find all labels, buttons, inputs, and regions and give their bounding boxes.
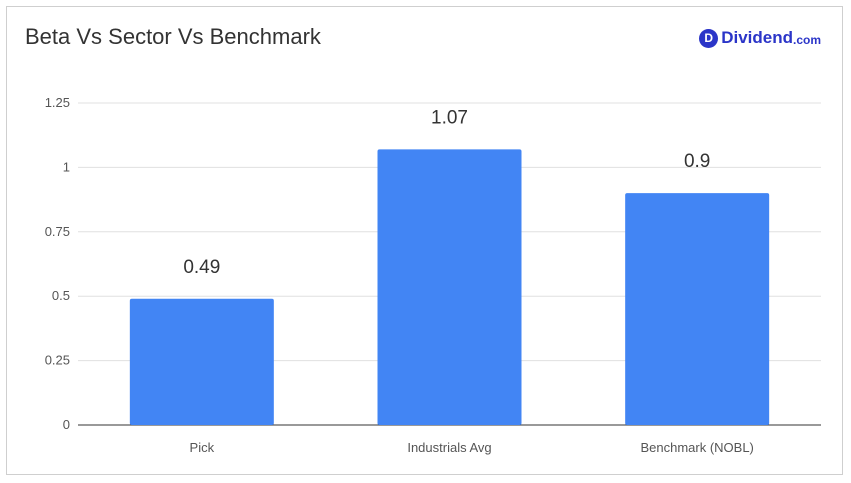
- data-label: 0.49: [183, 257, 220, 278]
- bar-1: [377, 149, 522, 426]
- x-category-label: Pick: [190, 440, 215, 455]
- data-label: 1.07: [431, 107, 468, 128]
- brand-logo: D Dividend .com: [699, 28, 821, 48]
- y-tick-label: 0: [63, 417, 70, 432]
- data-label: 0.9: [684, 151, 710, 172]
- dividend-logo-icon: D: [699, 28, 719, 48]
- bar-2: [625, 193, 770, 425]
- y-tick-label: 0.25: [45, 353, 70, 368]
- brand-name: Dividend: [721, 28, 793, 47]
- y-tick-label: 1.25: [45, 95, 70, 110]
- y-tick-label: 1: [63, 159, 70, 174]
- y-tick-label: 0.75: [45, 224, 70, 239]
- chart-title: Beta Vs Sector Vs Benchmark: [25, 24, 321, 49]
- x-category-label: Industrials Avg: [407, 440, 491, 455]
- y-tick-label: 0.5: [52, 288, 70, 303]
- brand-suffix: .com: [792, 32, 821, 47]
- x-category-label: Benchmark (NOBL): [640, 440, 753, 455]
- bar-0: [129, 298, 274, 425]
